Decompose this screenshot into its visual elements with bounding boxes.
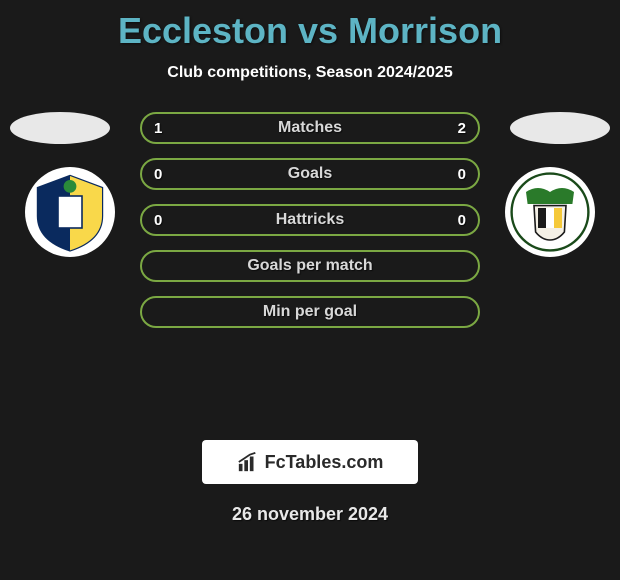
logo-text: FcTables.com <box>265 452 384 473</box>
fctables-logo: FcTables.com <box>202 440 418 484</box>
stat-row-goals: 0 Goals 0 <box>140 158 480 190</box>
stat-label: Hattricks <box>276 211 344 229</box>
date-text: 26 november 2024 <box>0 504 620 525</box>
player-photo-right-placeholder <box>510 112 610 144</box>
stat-value-right: 0 <box>458 166 466 183</box>
stat-label: Goals per match <box>247 257 372 275</box>
bar-chart-icon <box>237 451 259 473</box>
stat-row-hattricks: 0 Hattricks 0 <box>140 204 480 236</box>
player-photo-left-placeholder <box>10 112 110 144</box>
stat-label: Min per goal <box>263 303 357 321</box>
stat-value-left: 1 <box>154 120 162 137</box>
stat-row-goals-per-match: Goals per match <box>140 250 480 282</box>
subtitle: Club competitions, Season 2024/2025 <box>0 64 620 82</box>
club-badge-right <box>505 167 595 257</box>
stat-row-matches: 1 Matches 2 <box>140 112 480 144</box>
stat-value-left: 0 <box>154 212 162 229</box>
stats-rows: 1 Matches 2 0 Goals 0 0 Hattricks 0 Goal… <box>140 112 480 328</box>
stat-label: Matches <box>278 119 342 137</box>
shield-icon <box>510 172 590 252</box>
shield-icon <box>30 172 110 252</box>
stat-value-right: 2 <box>458 120 466 137</box>
club-badge-left <box>25 167 115 257</box>
stat-value-left: 0 <box>154 166 162 183</box>
comparison-area: 1 Matches 2 0 Goals 0 0 Hattricks 0 Goal… <box>0 112 620 422</box>
stat-row-min-per-goal: Min per goal <box>140 296 480 328</box>
page-title: Eccleston vs Morrison <box>0 0 620 52</box>
stat-value-right: 0 <box>458 212 466 229</box>
stat-label: Goals <box>288 165 332 183</box>
